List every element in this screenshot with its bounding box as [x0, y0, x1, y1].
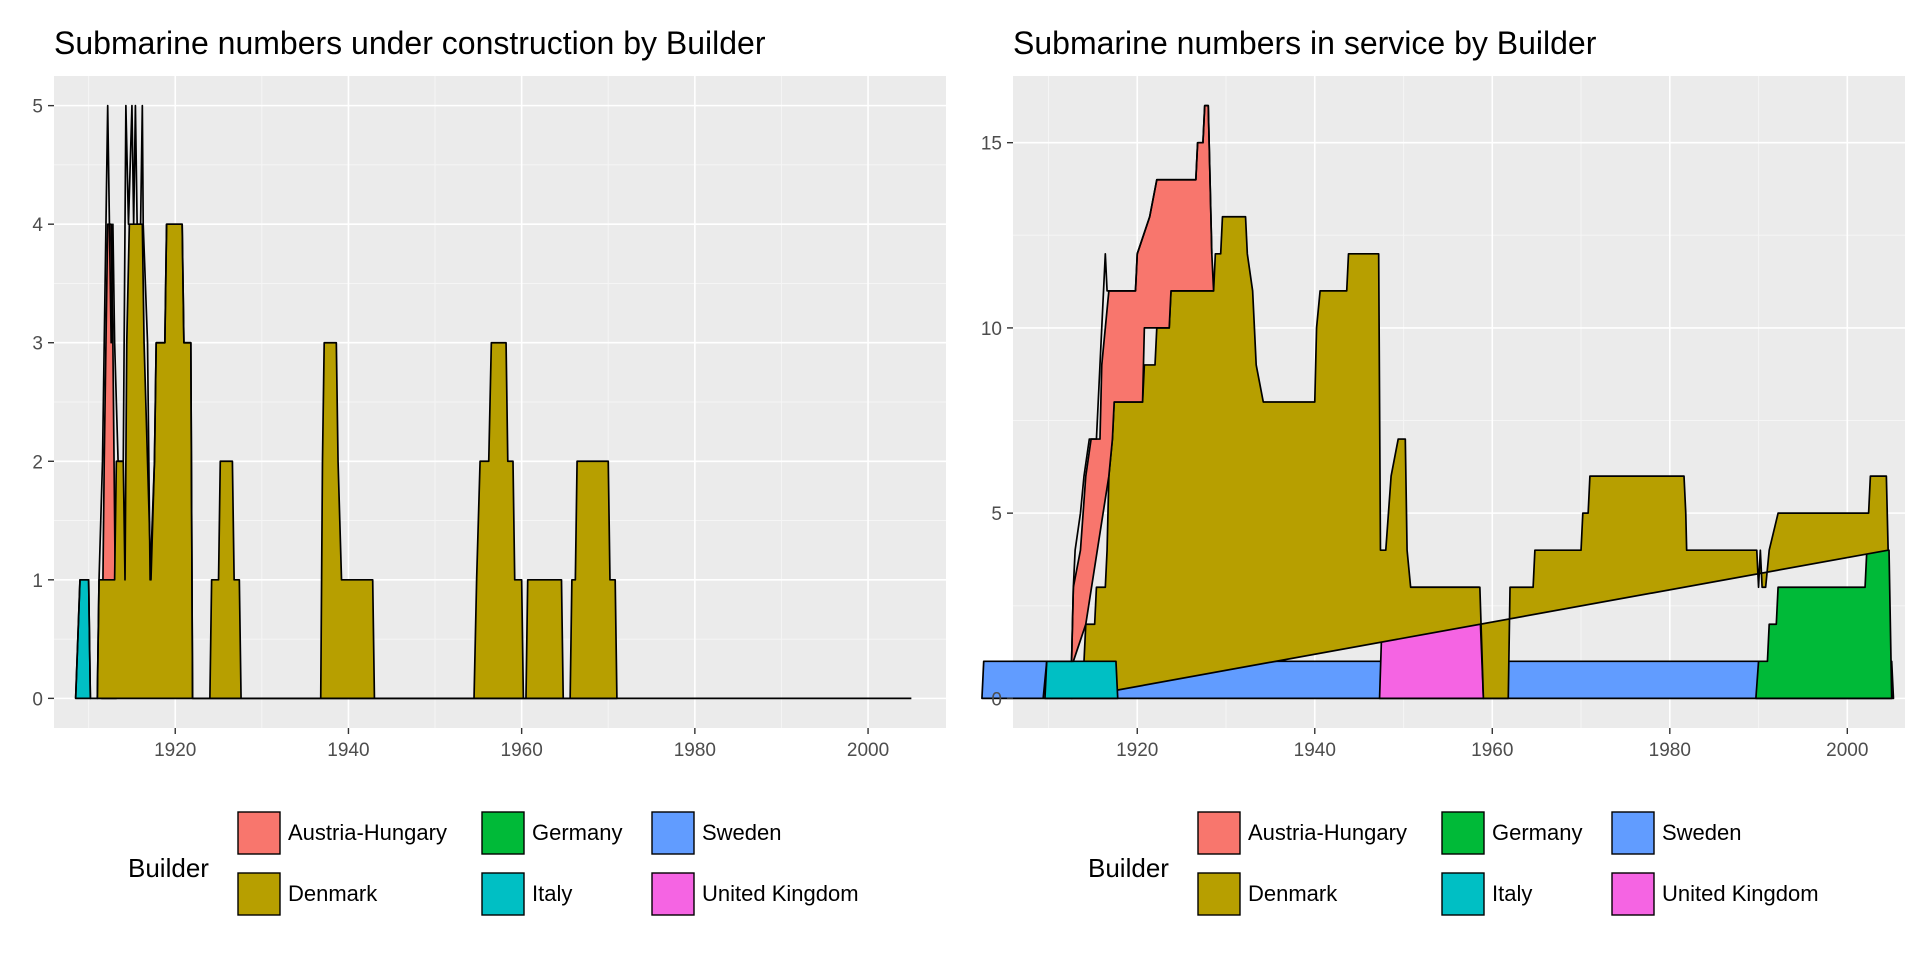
legend-key-sweden [651, 811, 695, 855]
area-series-denmark [96, 223, 618, 700]
legend-entry-austria-hungary: Austria-Hungary [237, 811, 447, 855]
x-tick-label: 1980 [1649, 740, 1691, 761]
legend-key-germany [1441, 811, 1485, 855]
legend-entry-germany: Germany [481, 811, 622, 855]
x-tick-label: 1940 [1294, 740, 1336, 761]
legend-key-denmark [1197, 872, 1241, 916]
chart-title: Submarine numbers in service by Builder [1013, 25, 1597, 61]
legend-entry-italy: Italy [1441, 872, 1532, 916]
y-tick-label: 1 [32, 571, 43, 592]
y-tick-label: 2 [32, 452, 43, 473]
legend-label-sweden: Sweden [702, 820, 782, 845]
area-series-italy [1044, 660, 1119, 700]
legend-label-italy: Italy [532, 881, 572, 906]
y-tick-label: 15 [981, 134, 1002, 155]
legend-entry-austria-hungary: Austria-Hungary [1197, 811, 1407, 855]
area-total-outline [74, 104, 912, 700]
legend-key-germany [481, 811, 525, 855]
x-tick-label: 1920 [154, 740, 196, 761]
x-tick-label: 2000 [1826, 740, 1868, 761]
legend-key-sweden [1611, 811, 1655, 855]
legend-entry-united-kingdom: United Kingdom [651, 872, 859, 916]
legend-entry-italy: Italy [481, 872, 572, 916]
legend-entry-sweden: Sweden [1611, 811, 1742, 855]
x-tick-label: 1980 [674, 740, 716, 761]
legend-label-united-kingdom: United Kingdom [1662, 881, 1819, 906]
x-tick-label: 1960 [1471, 740, 1513, 761]
x-tick-label: 1920 [1116, 740, 1158, 761]
legend-label-germany: Germany [1492, 820, 1582, 845]
y-tick-label: 4 [32, 215, 43, 236]
y-tick-label: 0 [32, 689, 43, 710]
legend-key-italy [481, 872, 525, 916]
legend-key-austria-hungary [237, 811, 281, 855]
legend-key-united-kingdom [1611, 872, 1655, 916]
legend: Builder Austria-Hungary Germany Sweden Denma… [1088, 811, 1819, 916]
legend-label-denmark: Denmark [1248, 881, 1338, 906]
legend-label-austria-hungary: Austria-Hungary [1248, 820, 1407, 845]
legend-title: Builder [128, 853, 209, 883]
legend-key-united-kingdom [651, 872, 695, 916]
legend-label-denmark: Denmark [288, 881, 378, 906]
y-tick-label: 3 [32, 334, 43, 355]
legend-entry-united-kingdom: United Kingdom [1611, 872, 1819, 916]
chart-panel-1: 1920 1940 1960 1980 2000 0 1 2 3 4 5 Submarine numb… [32, 25, 946, 916]
legend-label-germany: Germany [532, 820, 622, 845]
legend-label-italy: Italy [1492, 881, 1532, 906]
chart-title: Submarine numbers under construction by … [54, 25, 766, 61]
y-tick-label: 0 [991, 689, 1002, 710]
legend-label-sweden: Sweden [1662, 820, 1742, 845]
y-tick-label: 5 [991, 504, 1002, 525]
legend-label-united-kingdom: United Kingdom [702, 881, 859, 906]
x-tick-label: 1940 [327, 740, 369, 761]
legend-key-austria-hungary [1197, 811, 1241, 855]
legend-key-denmark [237, 872, 281, 916]
legend-entry-denmark: Denmark [1197, 872, 1338, 916]
legend-key-italy [1441, 872, 1485, 916]
area-series-germany [1755, 549, 1893, 700]
x-tick-label: 1960 [501, 740, 543, 761]
x-tick-label: 2000 [847, 740, 889, 761]
legend-title: Builder [1088, 853, 1169, 883]
legend: Builder Austria-Hungary Germany Sweden Denma… [128, 811, 859, 916]
legend-entry-germany: Germany [1441, 811, 1582, 855]
chart-panel-2: 1920 1940 1960 1980 2000 0 5 10 15 Submarine numb… [981, 25, 1905, 916]
y-tick-label: 5 [32, 97, 43, 118]
legend-entry-denmark: Denmark [237, 872, 378, 916]
legend-label-austria-hungary: Austria-Hungary [288, 820, 447, 845]
legend-entry-sweden: Sweden [651, 811, 782, 855]
area-total-outline [1042, 104, 1213, 699]
y-tick-label: 10 [981, 319, 1002, 340]
